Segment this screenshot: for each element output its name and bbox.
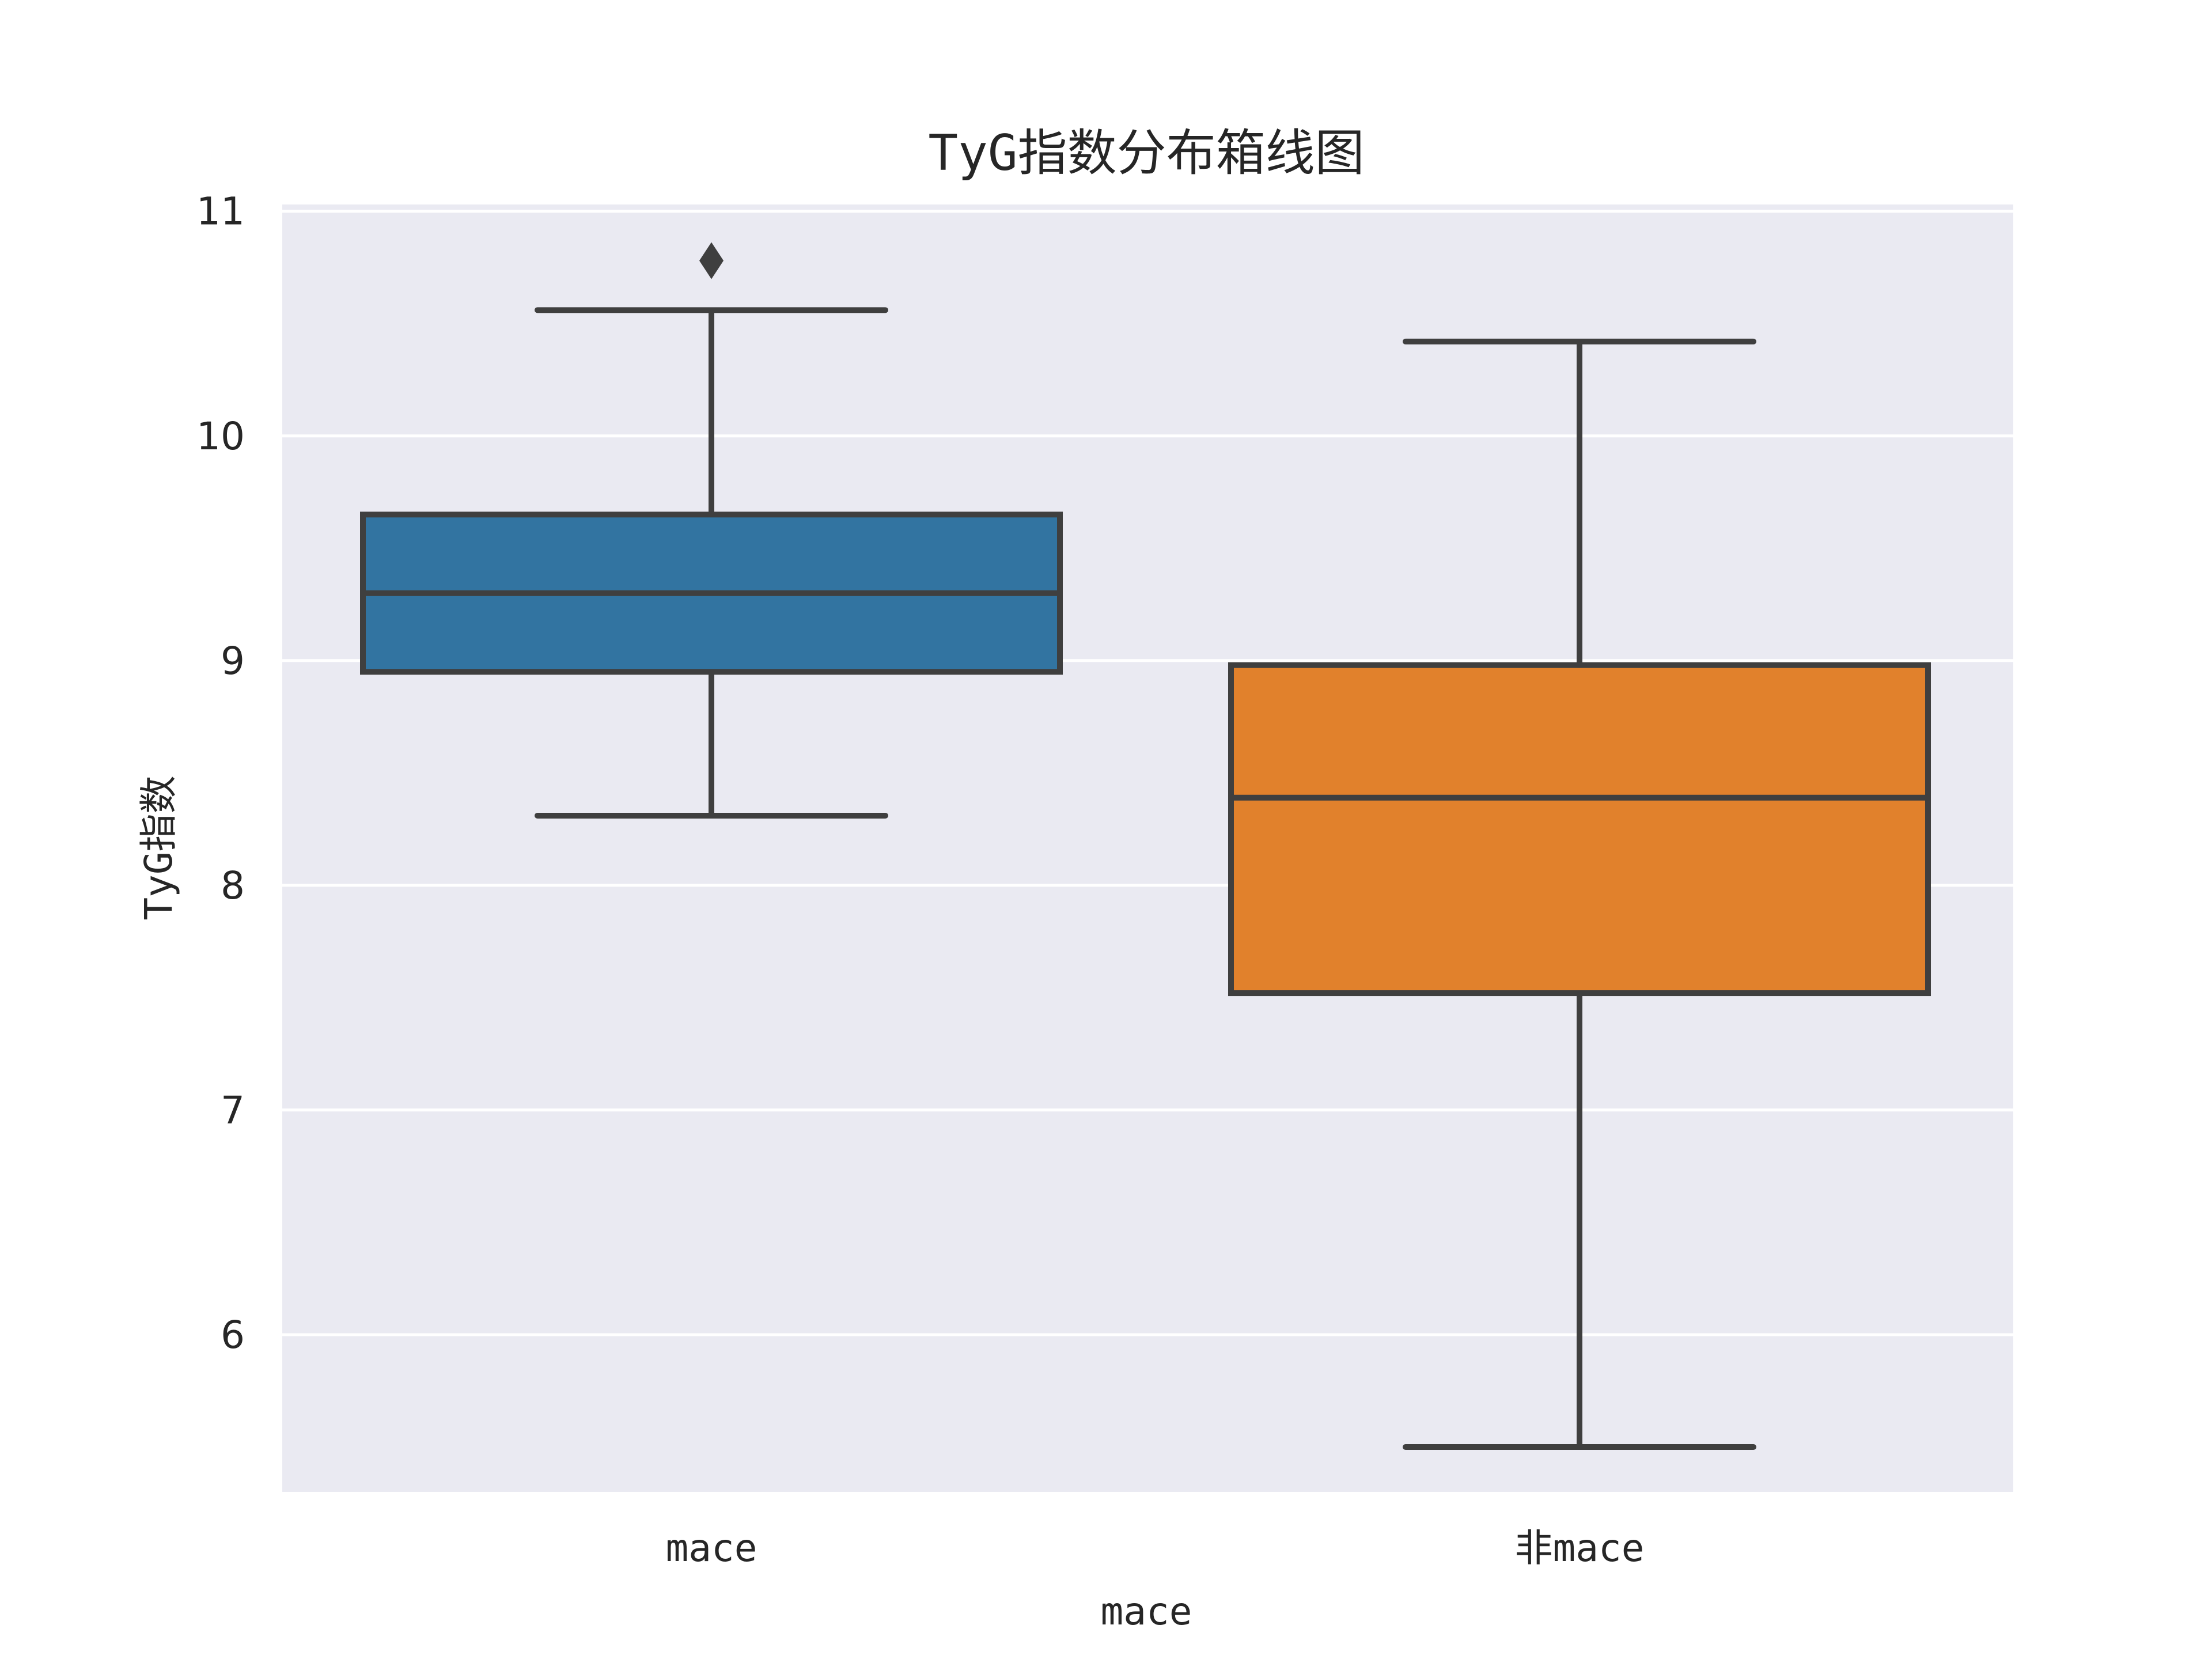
y-tick-label: 7 [221, 1088, 245, 1132]
outlier-point [699, 242, 724, 279]
y-tick-label: 9 [221, 639, 245, 683]
x-category-label: 非mace [1515, 1526, 1645, 1570]
y-tick-labels: 6 7 8 9 10 11 [196, 190, 245, 1357]
y-tick-label: 11 [196, 190, 245, 234]
box-group [1228, 338, 1931, 1450]
y-axis-label: TyG指数 [137, 775, 181, 920]
chart-title: TyG指数分布箱线图 [928, 124, 1364, 182]
y-tick-label: 8 [221, 863, 245, 908]
y-tick-label: 10 [196, 414, 245, 459]
x-category-label: mace [666, 1526, 757, 1570]
box-group [360, 242, 1063, 819]
box-series [360, 242, 1931, 1450]
y-tick-label: 6 [221, 1313, 245, 1357]
x-axis-label: mace [1101, 1589, 1192, 1634]
box-iqr [1228, 662, 1931, 997]
x-category-labels: mace 非mace [666, 1526, 1645, 1570]
